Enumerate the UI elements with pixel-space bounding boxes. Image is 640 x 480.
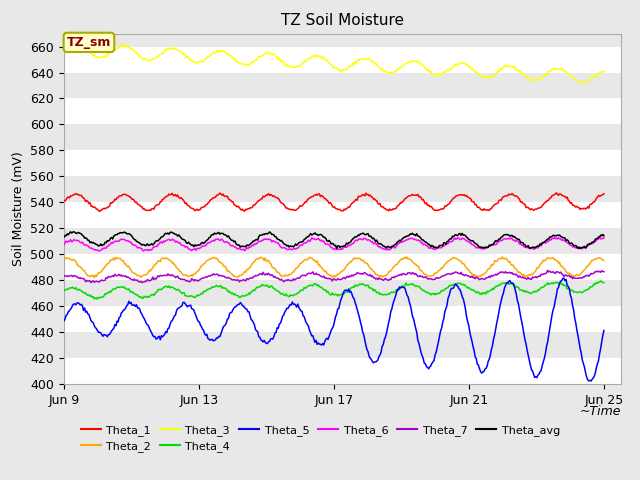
- Legend: Theta_1, Theta_2, Theta_3, Theta_4, Theta_5, Theta_6, Theta_7, Theta_avg: Theta_1, Theta_2, Theta_3, Theta_4, Thet…: [81, 425, 560, 452]
- Bar: [64, 254, 621, 280]
- Text: TZ_sm: TZ_sm: [67, 36, 111, 49]
- Y-axis label: Soil Moisture (mV): Soil Moisture (mV): [12, 151, 25, 266]
- Bar: [64, 202, 621, 228]
- Bar: [64, 47, 621, 72]
- Bar: [64, 358, 621, 384]
- Title: TZ Soil Moisture: TZ Soil Moisture: [281, 13, 404, 28]
- Text: ~Time: ~Time: [579, 405, 621, 418]
- Bar: [64, 98, 621, 124]
- Bar: [64, 306, 621, 332]
- Bar: [64, 150, 621, 176]
